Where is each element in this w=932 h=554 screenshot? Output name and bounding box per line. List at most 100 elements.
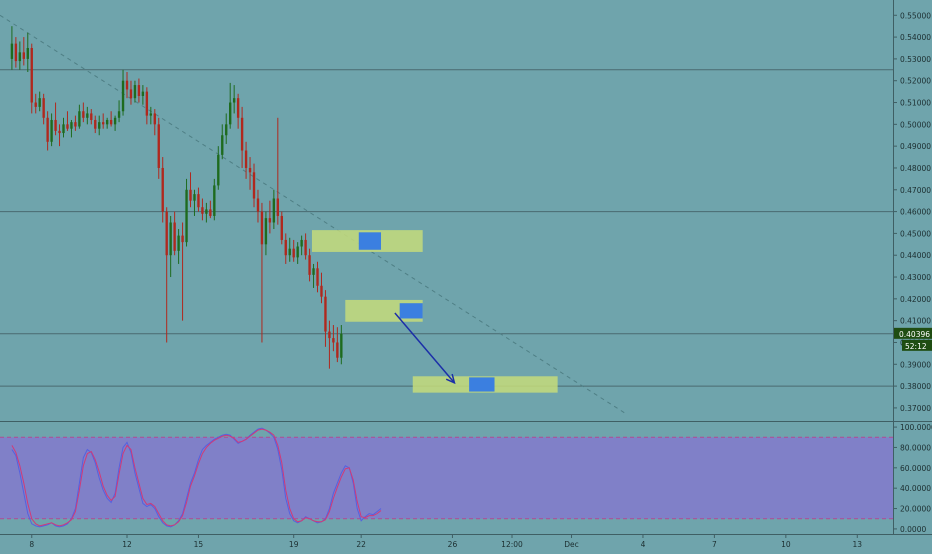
time-tick-label: 10 xyxy=(781,540,791,549)
candle-body xyxy=(62,124,65,134)
price-tick-label: 0.44000 xyxy=(900,251,931,260)
candle-body xyxy=(312,268,315,275)
candle-body xyxy=(161,167,164,212)
candle-body xyxy=(74,122,77,127)
candle-body xyxy=(125,80,129,90)
countdown-box xyxy=(902,339,932,351)
price-tick-label: 0.46000 xyxy=(900,208,931,217)
candle-body xyxy=(236,98,240,118)
candle-body xyxy=(90,113,93,120)
candle-body xyxy=(229,102,232,125)
price-tick-label: 0.49000 xyxy=(900,142,931,151)
candle-body xyxy=(10,43,14,59)
candle-body xyxy=(272,198,276,223)
candle-body xyxy=(324,296,327,332)
stochastic-pane xyxy=(0,427,893,528)
candle-body xyxy=(165,211,168,256)
candle-body xyxy=(240,117,244,151)
arrow-shaft xyxy=(394,312,456,384)
candle-body xyxy=(280,215,283,240)
time-tick-label: 12 xyxy=(122,540,132,549)
time-tick-label: 22 xyxy=(356,540,366,549)
oscillator-tick-label: 80.0000 xyxy=(900,443,931,452)
zone-marker xyxy=(469,377,495,392)
zone-marker xyxy=(358,232,382,250)
last-price-tag: 0.40396 52:12 xyxy=(894,327,932,351)
time-tick-label: 13 xyxy=(853,540,863,549)
candle-body xyxy=(201,207,204,214)
candle-body xyxy=(328,331,331,339)
time-tick-label: 8 xyxy=(29,540,34,549)
time-tick-label: 4 xyxy=(641,540,646,549)
price-zones xyxy=(311,230,558,393)
price-tick-label: 0.47000 xyxy=(900,186,931,195)
price-tick-label: 0.51000 xyxy=(900,99,931,108)
price-tick-label: 0.48000 xyxy=(900,164,931,173)
candle-body xyxy=(26,47,29,59)
candle-body xyxy=(209,209,212,216)
candle-body xyxy=(181,235,184,243)
candle-body xyxy=(30,47,33,103)
candle-body xyxy=(38,98,41,107)
candle-body xyxy=(54,119,57,131)
candle-body xyxy=(177,235,180,251)
candle-body xyxy=(78,111,81,127)
candle-body xyxy=(213,185,216,216)
candle-body xyxy=(66,124,69,129)
candle-body xyxy=(169,222,172,256)
candle-body xyxy=(225,124,228,136)
candle-body xyxy=(173,222,176,251)
candle-body xyxy=(308,255,311,275)
candle-body xyxy=(252,172,256,199)
price-tick-label: 0.50000 xyxy=(900,120,931,129)
last-price-label: 0.40396 xyxy=(899,330,930,339)
candle-body xyxy=(70,122,73,129)
candle-body xyxy=(248,167,252,173)
candle-body xyxy=(292,248,295,258)
candle-body xyxy=(58,130,61,134)
last-price-box xyxy=(894,327,932,339)
candle-body xyxy=(221,135,224,155)
dashed-trendline xyxy=(0,14,628,415)
candle-body xyxy=(197,194,200,208)
candle-body xyxy=(153,113,156,125)
candle-body xyxy=(102,122,105,125)
time-axis: 8 12 15 19 22 26 12:00 Dec 4 7 10 13 xyxy=(29,534,862,549)
stochastic-k-line xyxy=(11,427,382,528)
candle-body xyxy=(332,338,335,343)
price-tick-label: 0.38000 xyxy=(900,382,931,391)
candle-body xyxy=(50,119,53,142)
candle-body xyxy=(205,209,208,214)
oscillator-tick-label: 100.0000 xyxy=(900,423,932,432)
candle-body xyxy=(268,218,272,223)
candle-body xyxy=(113,117,117,125)
candle-body xyxy=(46,117,49,142)
candle-body xyxy=(288,248,291,256)
candle-body xyxy=(260,211,264,245)
oscillator-band xyxy=(0,437,893,519)
countdown-label: 52:12 xyxy=(905,342,927,351)
candle-body xyxy=(284,239,287,256)
candle-body xyxy=(14,43,18,62)
candle-body xyxy=(316,268,319,286)
candle-body xyxy=(276,198,280,216)
price-tick-label: 0.53000 xyxy=(900,55,931,64)
candle-body xyxy=(296,246,299,258)
price-tick-label: 0.42000 xyxy=(900,295,931,304)
price-tick-label: 0.52000 xyxy=(900,77,931,86)
time-tick-label: 19 xyxy=(289,540,299,549)
arrow-head xyxy=(445,373,456,385)
price-tick-label: 0.41000 xyxy=(900,317,931,326)
candle-body xyxy=(320,285,323,297)
candle-body xyxy=(121,80,125,112)
oscillator-tick-label: 60.0000 xyxy=(900,464,931,473)
candle-body xyxy=(18,52,22,62)
price-tick-label: 0.37000 xyxy=(900,404,931,413)
candle-body xyxy=(22,52,26,59)
candle-body xyxy=(149,113,153,116)
time-tick-label: 15 xyxy=(194,540,204,549)
candle-body xyxy=(340,333,343,358)
price-tick-label: 0.55000 xyxy=(900,11,931,20)
